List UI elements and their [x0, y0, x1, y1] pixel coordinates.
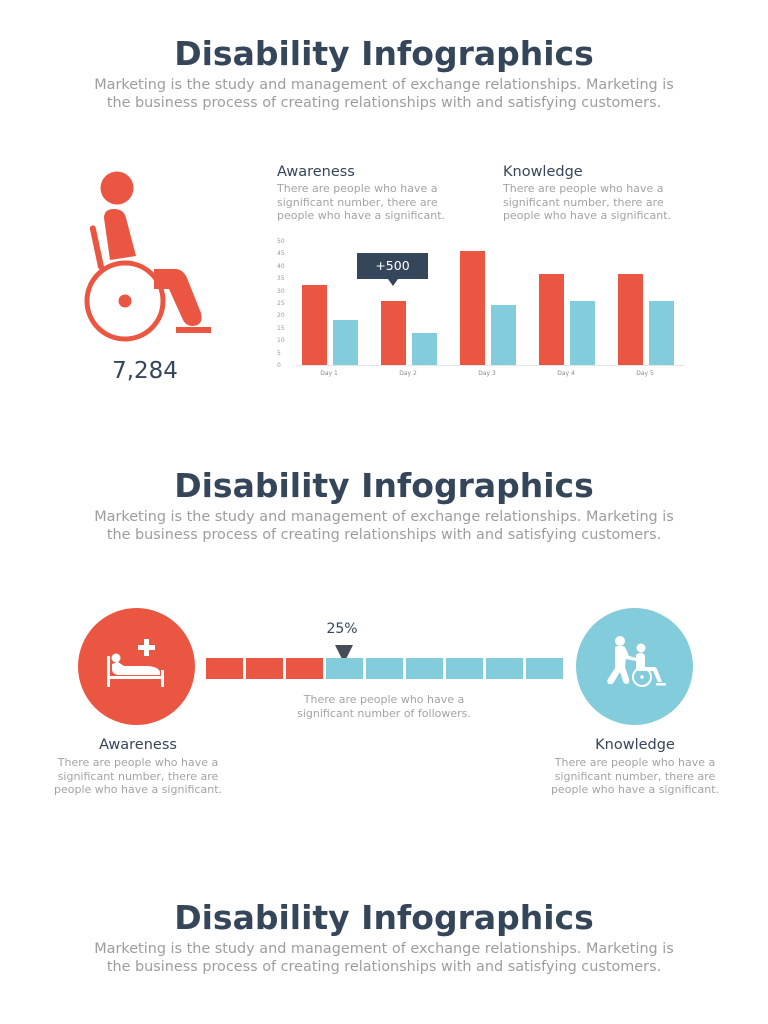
subtitle-line-1: Marketing is the study and management of… — [94, 509, 674, 525]
progress-segment-filled — [246, 658, 283, 679]
progress-segment-empty — [366, 658, 403, 679]
knowledge-circle — [576, 608, 693, 725]
bar-knowledge-day2[interactable] — [412, 333, 437, 365]
y-tick: 20 — [277, 312, 285, 320]
y-tick: 50 — [277, 238, 285, 245]
knowledge-desc-line: There are people who have a — [503, 182, 664, 195]
bar-awareness-day2[interactable] — [381, 301, 406, 365]
bar-knowledge-day5[interactable] — [649, 301, 674, 365]
x-label: Day 3 — [478, 370, 496, 377]
y-tick: 0 — [277, 362, 281, 369]
subtitle-line-1: Marketing is the study and management of… — [94, 941, 674, 957]
subtitle-line-2: the business process of creating relatio… — [106, 526, 662, 543]
y-tick: 30 — [277, 287, 285, 295]
knowledge-desc-line: significant number, there are — [554, 769, 716, 783]
progress-segment-empty — [326, 658, 363, 679]
progress-caption-line: significant number of followers. — [297, 706, 471, 720]
bar-knowledge-day4[interactable] — [570, 301, 595, 365]
awareness-block: Awareness There are people who have a si… — [277, 163, 477, 223]
progress-segment-filled — [286, 658, 323, 679]
section-subtitle: Marketing is the study and management of… — [0, 509, 768, 544]
awareness-block-2: Awareness There are people who have a si… — [38, 736, 238, 797]
y-tick: 45 — [277, 250, 285, 258]
y-tick: 40 — [277, 262, 285, 270]
progress-segment-filled — [206, 658, 243, 679]
wheelchair-count: 7,284 — [112, 358, 178, 384]
bar-awareness-day1[interactable] — [302, 285, 327, 365]
progress-caption-line: There are people who have a — [303, 693, 465, 706]
plot-area — [295, 238, 685, 366]
caregiver-wheelchair-icon — [607, 636, 666, 687]
page-title: Disability Infographics — [174, 34, 594, 73]
knowledge-desc-line: people who have a significant. — [551, 783, 719, 796]
progress-percent-label: 25% — [326, 621, 358, 637]
awareness-desc-line: significant number, there are — [277, 195, 438, 209]
hospital-bed-icon — [107, 639, 164, 687]
subtitle-line-2: the business process of creating relatio… — [106, 958, 662, 975]
progress-segment-empty — [486, 658, 523, 679]
page-subtitle: Marketing is the study and management of… — [0, 77, 768, 112]
awareness-heading: Awareness — [277, 164, 355, 180]
subtitle-line-2: the business process of creating relatio… — [106, 94, 662, 111]
awareness-desc-line: There are people who have a — [277, 182, 438, 195]
knowledge-desc-line: significant number, there are — [503, 195, 664, 209]
wheelchair-icon — [80, 168, 220, 343]
chart-tooltip: +500 — [357, 253, 428, 286]
progress-segment-empty — [526, 658, 563, 679]
bar-knowledge-day3[interactable] — [491, 305, 516, 365]
x-label: Day 1 — [320, 370, 338, 377]
section-title: Disability Infographics — [174, 466, 594, 505]
bar-awareness-day5[interactable] — [618, 274, 643, 365]
y-tick: 15 — [277, 324, 285, 332]
y-tick: 35 — [277, 275, 285, 283]
awareness-heading: Awareness — [99, 737, 177, 753]
knowledge-heading: Knowledge — [503, 164, 583, 180]
knowledge-desc-line: people who have a significant. — [503, 209, 671, 222]
bar-knowledge-day1[interactable] — [333, 320, 358, 365]
awareness-desc-line: people who have a significant. — [277, 209, 445, 222]
y-tick: 25 — [277, 300, 285, 307]
awareness-desc-line: significant number, there are — [57, 769, 219, 783]
bar-awareness-day4[interactable] — [539, 274, 564, 365]
progress-caption: There are people who have a significant … — [234, 693, 534, 720]
knowledge-block: Knowledge There are people who have a si… — [503, 163, 703, 223]
knowledge-desc-line: There are people who have a — [554, 756, 716, 769]
knowledge-block-2: Knowledge There are people who have a si… — [535, 736, 735, 797]
x-label: Day 4 — [557, 370, 575, 377]
x-label: Day 5 — [636, 370, 654, 377]
bar-awareness-day3[interactable] — [460, 251, 485, 365]
section-subtitle: Marketing is the study and management of… — [0, 941, 768, 976]
x-label: Day 2 — [399, 370, 417, 377]
y-tick: 10 — [277, 337, 285, 345]
bar-chart: 50 45 40 35 30 25 20 15 10 5 0 Day 1 Day… — [277, 238, 687, 383]
awareness-desc-line: people who have a significant. — [54, 783, 222, 796]
subtitle-line-1: Marketing is the study and management of… — [94, 77, 674, 93]
awareness-circle — [78, 608, 195, 725]
section-title: Disability Infographics — [174, 898, 594, 937]
y-tick: 5 — [277, 349, 281, 357]
progress-segment-empty — [446, 658, 483, 679]
knowledge-heading: Knowledge — [595, 737, 675, 753]
awareness-desc-line: There are people who have a — [57, 756, 219, 769]
progress-segment-empty — [406, 658, 443, 679]
